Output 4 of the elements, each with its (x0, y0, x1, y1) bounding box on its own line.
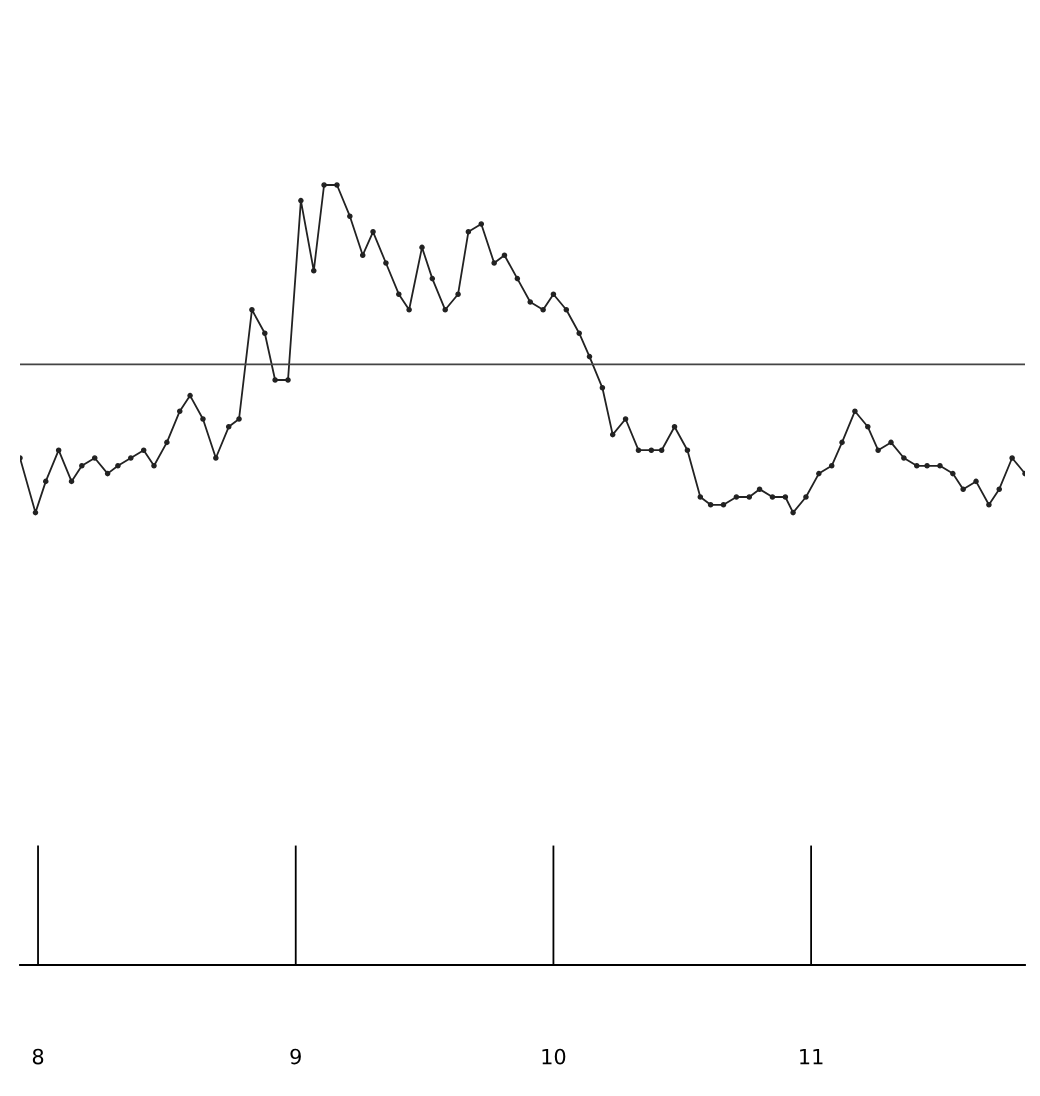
x-tick-label: 10 (542, 1048, 566, 1065)
x-tick-label: 8 (32, 1048, 44, 1065)
x-tick-label: 9 (290, 1048, 301, 1065)
x-tick-label: 11 (800, 1048, 823, 1065)
